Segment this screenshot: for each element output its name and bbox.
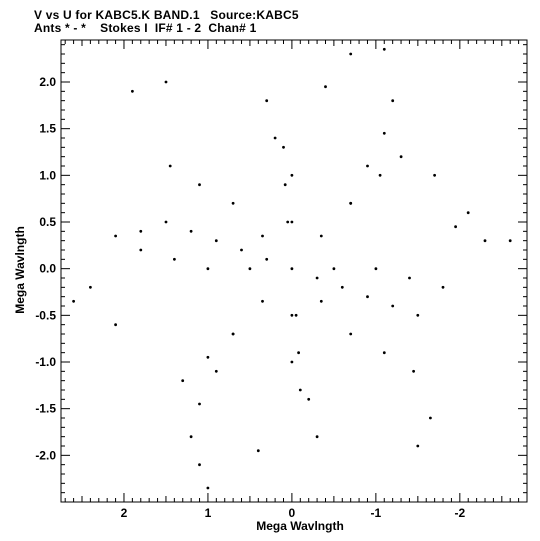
uv-point: [231, 201, 235, 205]
uv-point: [265, 257, 269, 261]
y-axis-label: Mega Wavlngth: [13, 226, 27, 314]
uv-point: [206, 486, 210, 490]
uv-point: [429, 416, 432, 420]
uv-point: [319, 234, 323, 238]
chart-title: V vs U for KABC5.K BAND.1 Source:KABC5: [34, 8, 299, 22]
uv-point: [198, 183, 201, 187]
uv-point: [290, 173, 294, 177]
uv-point: [382, 351, 386, 355]
uv-point: [408, 276, 411, 280]
uv-point: [214, 369, 218, 373]
uv-point: [391, 99, 395, 103]
uv-point: [340, 285, 344, 289]
uv-point: [294, 313, 298, 317]
x-tick-label: 0: [289, 506, 296, 520]
uv-point: [273, 136, 277, 140]
uv-point: [256, 449, 260, 453]
y-tick-label: -1.5: [35, 402, 56, 416]
uv-point: [139, 229, 143, 233]
uv-point: [168, 164, 172, 168]
uv-point: [114, 234, 117, 238]
x-tick-label: -2: [454, 506, 465, 520]
uv-point: [508, 239, 512, 243]
uv-point: [139, 248, 143, 252]
y-tick-label: 0.0: [39, 262, 56, 276]
uv-point: [164, 220, 168, 224]
uv-point: [349, 332, 353, 336]
y-tick-label: -1.0: [35, 355, 56, 369]
uv-point: [466, 211, 470, 215]
x-axis-label: Mega Wavlngth: [256, 519, 344, 533]
uv-point: [198, 463, 201, 467]
uv-point: [164, 80, 168, 84]
uv-point: [189, 435, 193, 439]
uv-point: [298, 388, 302, 392]
y-tick-labels: 2.0 1.5 1.0 0.5 0.0 -0.5 -1.0 -1.5 -2.0: [35, 75, 56, 462]
uv-point: [198, 402, 201, 406]
uv-point: [72, 299, 75, 303]
uv-point: [261, 299, 264, 303]
uv-point: [114, 323, 117, 327]
uv-point: [248, 267, 252, 271]
uv-point: [378, 173, 382, 177]
uv-point: [173, 257, 176, 261]
x-tick-label: 2: [121, 506, 128, 520]
uv-point: [307, 397, 311, 401]
x-tick-label: -1: [371, 506, 382, 520]
uv-point: [181, 379, 185, 383]
uv-point: [214, 239, 218, 243]
uv-point: [366, 164, 369, 168]
y-tick-label: 1.0: [39, 168, 56, 182]
uv-point: [206, 355, 210, 359]
uv-point: [282, 145, 285, 149]
uv-point: [89, 285, 92, 289]
uv-point: [240, 248, 243, 252]
uv-point: [231, 332, 235, 336]
uv-point: [324, 85, 327, 89]
x-tick-label: 1: [205, 506, 212, 520]
uv-point: [290, 360, 294, 364]
uv-point: [261, 234, 264, 238]
uv-point: [391, 304, 395, 308]
uv-point: [286, 220, 290, 224]
y-tick-label: -2.0: [35, 448, 56, 462]
plot-frame: [60, 39, 528, 503]
chart-subtitle: Ants * - * Stokes I IF# 1 - 2 Chan# 1: [34, 21, 257, 35]
uv-point: [454, 225, 457, 229]
uv-points: [72, 47, 512, 490]
uv-point: [290, 313, 294, 317]
uv-point: [374, 267, 378, 271]
uv-point: [349, 52, 353, 56]
y-tick-label: -0.5: [35, 308, 56, 322]
uv-point: [283, 183, 287, 187]
uv-point: [433, 173, 436, 177]
uv-point: [382, 131, 386, 135]
uv-point: [131, 89, 134, 93]
uv-point: [366, 295, 369, 299]
uv-point: [416, 444, 420, 448]
y-tick-label: 0.5: [39, 215, 56, 229]
uv-point: [412, 369, 415, 373]
axis-ticks: [61, 40, 527, 503]
uv-point: [265, 99, 269, 103]
x-tick-labels: 2 1 0 -1 -2: [121, 506, 466, 520]
uv-point: [290, 220, 294, 224]
y-tick-label: 1.5: [39, 122, 56, 136]
uv-point: [416, 313, 420, 317]
y-tick-label: 2.0: [39, 75, 56, 89]
uv-point: [189, 229, 193, 233]
uv-point: [399, 155, 403, 159]
uv-point: [483, 239, 487, 243]
uv-point: [319, 299, 323, 303]
uv-point: [315, 276, 319, 280]
uv-point: [206, 267, 210, 271]
uv-point: [315, 435, 319, 439]
uv-point: [297, 351, 300, 355]
uv-point: [382, 47, 386, 51]
uv-point: [290, 267, 294, 271]
uv-point: [441, 285, 445, 289]
uv-point: [349, 201, 353, 205]
uv-point: [332, 267, 336, 271]
